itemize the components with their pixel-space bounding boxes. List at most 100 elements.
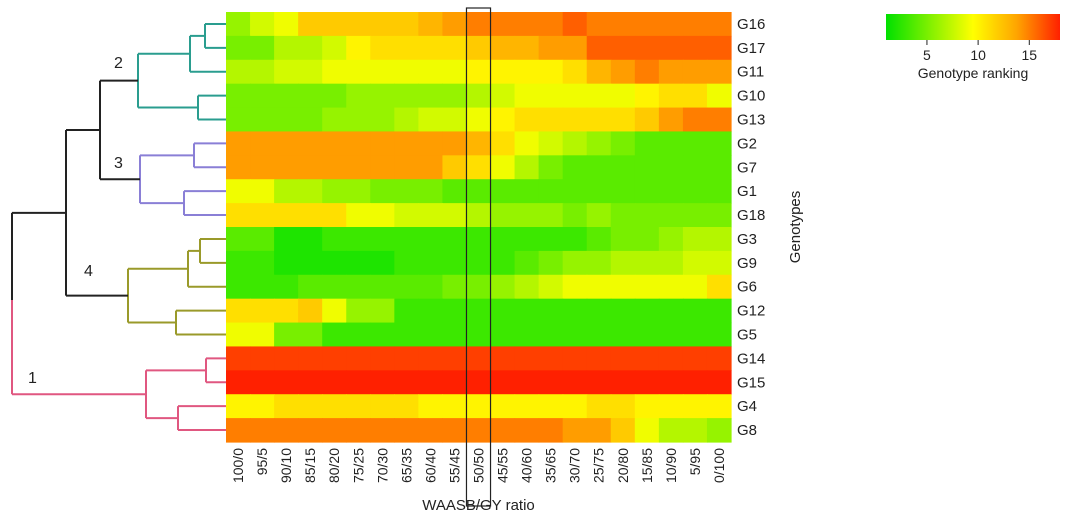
heatmap-cell — [370, 250, 395, 276]
heatmap-cell — [394, 107, 419, 133]
heatmap-cell — [370, 35, 395, 61]
heatmap-cell — [274, 35, 299, 61]
row-label: G15 — [737, 374, 765, 391]
heatmap-cell — [610, 155, 636, 180]
heatmap-cell — [274, 155, 299, 180]
heatmap-cell — [586, 298, 612, 324]
heatmap-cell — [370, 394, 395, 419]
heatmap-cell — [562, 394, 588, 419]
row-label: G8 — [737, 422, 757, 439]
heatmap-cell — [346, 322, 371, 348]
heatmap-cell — [538, 83, 564, 109]
heatmap-cell — [490, 418, 516, 443]
heatmap-cell — [346, 179, 371, 204]
heatmap-cell — [514, 250, 540, 276]
heatmap-cell — [226, 394, 251, 419]
heatmap-cell — [274, 370, 299, 395]
heatmap-cell — [562, 35, 588, 61]
heatmap-cell — [442, 131, 468, 156]
heatmap-cell — [562, 370, 588, 395]
heatmap-cell — [250, 203, 275, 228]
heatmap-cell — [370, 203, 395, 228]
heatmap-cell — [538, 59, 564, 85]
heatmap-cell — [298, 418, 323, 443]
heatmap-cell — [274, 131, 299, 156]
heatmap-cell — [682, 250, 708, 276]
row-label: G12 — [737, 303, 765, 320]
heatmap-cell — [706, 203, 732, 228]
x-axis-label: WAASB/GY ratio — [422, 497, 535, 514]
heatmap-cell — [706, 35, 732, 61]
heatmap-cell — [322, 59, 347, 85]
heatmap-cell — [322, 250, 347, 276]
heatmap-cell — [298, 227, 323, 252]
heatmap-cell — [490, 370, 516, 395]
heatmap-cell — [634, 203, 660, 228]
column-label: 70/30 — [374, 448, 390, 483]
heatmap-cell — [706, 179, 732, 204]
heatmap-cell — [682, 322, 708, 348]
heatmap-cell — [610, 179, 636, 204]
heatmap-cell — [610, 227, 636, 252]
heatmap-cell — [490, 203, 516, 228]
y-axis-label: Genotypes — [787, 191, 804, 264]
heatmap-cell — [322, 155, 347, 180]
heatmap-cell — [682, 418, 708, 443]
heatmap-cell — [586, 155, 612, 180]
heatmap-cell — [562, 131, 588, 156]
heatmap-cell — [346, 370, 371, 395]
heatmap-cell — [634, 346, 660, 371]
column-label: 20/80 — [615, 448, 631, 483]
heatmap-cell — [298, 370, 323, 395]
heatmap-cell — [442, 12, 468, 37]
heatmap-cell — [610, 12, 636, 37]
heatmap-cell — [346, 418, 371, 443]
heatmap-cell — [562, 274, 588, 300]
heatmap-cell — [490, 107, 516, 133]
heatmap-cell — [682, 274, 708, 300]
heatmap-cell — [226, 155, 251, 180]
colorbar-label: Genotype ranking — [918, 65, 1029, 81]
dendrogram: 1 2 3 4 — [11, 22, 226, 432]
heatmap-cell — [538, 394, 564, 419]
colorbar-tick-label: 15 — [1022, 47, 1038, 63]
heatmap-cell — [706, 298, 732, 324]
heatmap-cell — [370, 418, 395, 443]
heatmap-cell — [466, 83, 492, 109]
heatmap-cell — [538, 370, 564, 395]
heatmap-cell — [298, 394, 323, 419]
heatmap-cell — [586, 346, 612, 371]
heatmap-cell — [562, 203, 588, 228]
heatmap-cells — [226, 12, 732, 443]
heatmap-cell — [418, 59, 444, 85]
heatmap-cell — [466, 227, 492, 252]
heatmap-cell — [274, 394, 299, 419]
heatmap-cell — [706, 250, 732, 276]
row-labels: G16 G17 G11 G10 G13 G2 G7 G1 G18 G3 G9 G6 G12 G5 G14 G1… — [737, 16, 765, 439]
heatmap-cell — [394, 298, 419, 324]
heatmap-cell — [322, 179, 347, 204]
heatmap-cell — [514, 83, 540, 109]
heatmap-cell — [298, 346, 323, 371]
heatmap-cell — [658, 346, 684, 371]
heatmap-cell — [226, 179, 251, 204]
heatmap-cell — [490, 12, 516, 37]
heatmap-cell — [658, 155, 684, 180]
heatmap-cell — [538, 227, 564, 252]
heatmap-cell — [514, 298, 540, 324]
row-label: G16 — [737, 16, 765, 33]
heatmap-cell — [274, 59, 299, 85]
heatmap-cell — [226, 35, 251, 61]
heatmap-cell — [490, 59, 516, 85]
heatmap-cell — [538, 203, 564, 228]
heatmap-cell — [322, 274, 347, 300]
heatmap-cell — [706, 59, 732, 85]
heatmap-cell — [706, 227, 732, 252]
heatmap-cell — [658, 179, 684, 204]
heatmap-cell — [682, 346, 708, 371]
heatmap-cell — [250, 227, 275, 252]
column-label: 15/85 — [639, 448, 655, 483]
heatmap-cell — [322, 298, 347, 324]
heatmap-cell — [706, 322, 732, 348]
heatmap-cell — [346, 131, 371, 156]
